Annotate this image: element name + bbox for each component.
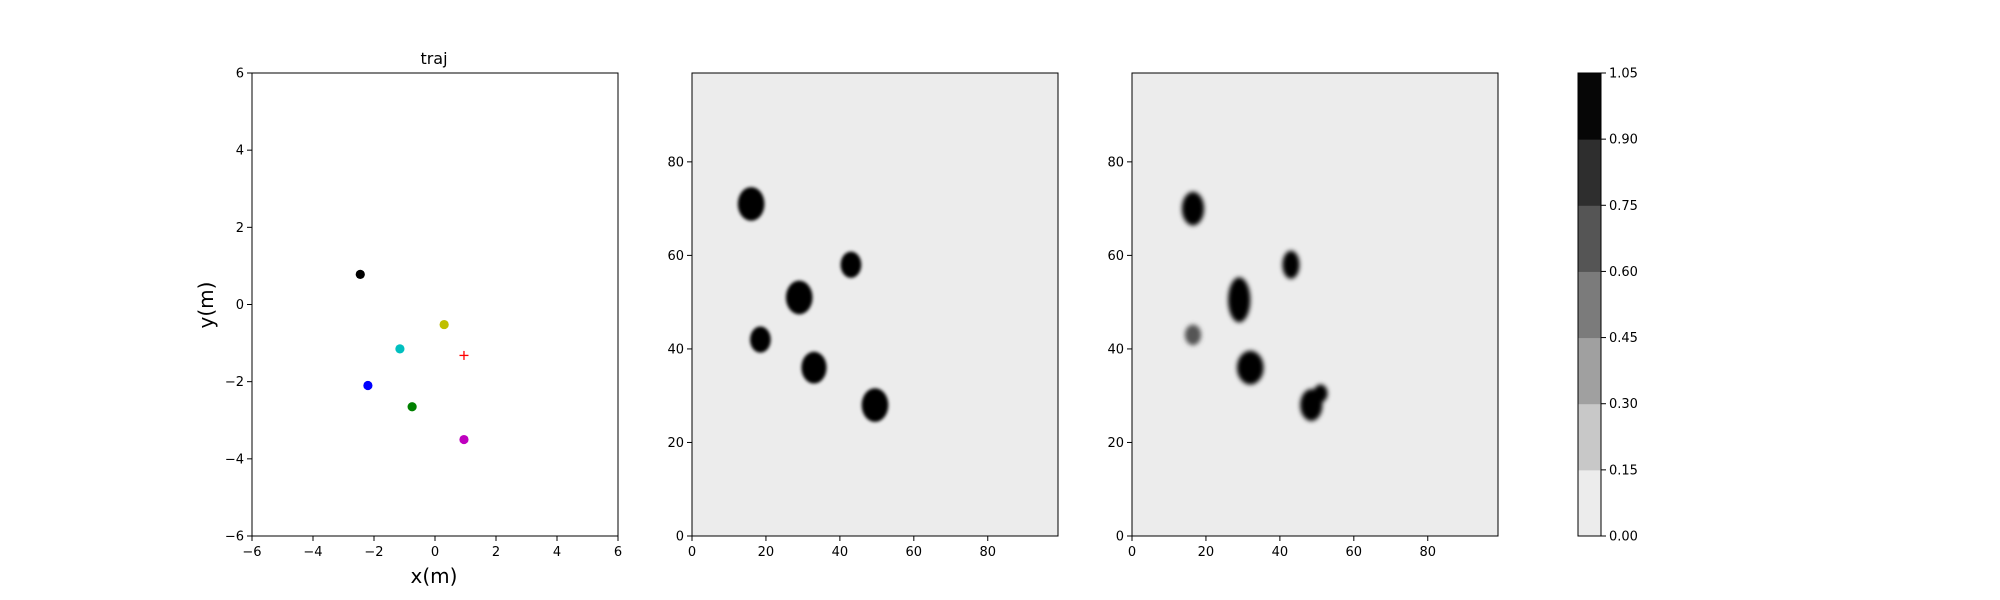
- traj-xtick-label: −6: [242, 545, 261, 560]
- colorbar-tick-label: 0.15: [1609, 463, 1638, 478]
- traj-ytick-label: 6: [236, 67, 244, 82]
- hm1-blob: [861, 388, 889, 422]
- traj-panel: traj −6 −4 −2 0 2 4 6 −6 −4 −2 0 2 4 6 x(m) y(m): [194, 49, 622, 588]
- hm1-ytick-label: 60: [667, 249, 684, 264]
- colorbar-tick-label: 0.45: [1609, 331, 1638, 346]
- traj-ytick-label: 0: [236, 298, 244, 313]
- hm2-ytick-label: 20: [1107, 436, 1124, 451]
- heatmap-panel-2: 0 20 40 60 80 0 20 40 60 80: [1107, 72, 1499, 560]
- traj-ylabel: y(m): [194, 282, 218, 329]
- colorbar-tick-label: 0.00: [1609, 530, 1638, 545]
- colorbar-tick-label: 0.60: [1609, 265, 1638, 280]
- colorbar-tick-label: 0.75: [1609, 199, 1638, 214]
- heatmap-2-plot-area: [1132, 73, 1498, 536]
- hm1-blob: [750, 326, 771, 353]
- traj-ytick-label: −4: [225, 452, 244, 467]
- traj-title: traj: [420, 49, 447, 68]
- traj-xtick-label: −2: [364, 545, 383, 560]
- hm1-blob: [840, 251, 862, 278]
- colorbar-frame: [1577, 72, 1602, 537]
- hm2-ytick-label: 80: [1107, 155, 1124, 170]
- colorbar-tick-label: 1.05: [1609, 67, 1638, 82]
- hm2-blob: [1282, 250, 1300, 279]
- hm1-ytick-label: 80: [667, 155, 684, 170]
- colorbar-band: [1578, 469, 1601, 537]
- hm1-xtick-label: 0: [688, 545, 696, 560]
- colorbar-band: [1578, 205, 1601, 272]
- traj-point: [395, 344, 405, 354]
- traj-point: [459, 434, 469, 445]
- heatmap-panel-1: 0 20 40 60 80 0 20 40 60 80: [667, 72, 1059, 560]
- traj-ytick-label: 4: [236, 144, 244, 159]
- hm1-ytick-label: 20: [667, 436, 684, 451]
- traj-xlabel: x(m): [411, 564, 458, 588]
- hm2-xtick-label: 20: [1198, 545, 1215, 560]
- hm2-blob: [1181, 191, 1205, 226]
- hm1-xtick-label: 40: [832, 545, 849, 560]
- hm1-xtick-label: 20: [758, 545, 775, 560]
- hm1-xtick-label: 80: [979, 545, 996, 560]
- colorbar-band: [1578, 403, 1601, 471]
- colorbar: 0.00 0.15 0.30 0.45 0.60 0.75 0.90 1.05: [1577, 67, 1638, 545]
- traj-ytick-label: −6: [225, 530, 244, 545]
- hm2-ytick-label: 0: [1116, 530, 1124, 545]
- traj-ytick-label: 2: [236, 221, 244, 236]
- colorbar-tick-label: 0.90: [1609, 133, 1638, 148]
- hm2-xtick-label: 40: [1272, 545, 1289, 560]
- hm2-blob: [1228, 277, 1251, 323]
- hm2-ytick-label: 60: [1107, 249, 1124, 264]
- heatmap-2-frame: [1131, 72, 1499, 537]
- traj-point: [363, 380, 373, 391]
- heatmap-1-plot-area: [692, 73, 1058, 536]
- hm2-blob: [1236, 350, 1264, 385]
- colorbar-band: [1578, 73, 1601, 140]
- hm1-ytick-label: 0: [676, 530, 684, 545]
- hm2-xtick-label: 80: [1419, 545, 1436, 560]
- hm2-xtick-label: 60: [1346, 545, 1363, 560]
- traj-xtick-label: 2: [492, 545, 500, 560]
- hm2-blob: [1313, 384, 1328, 403]
- hm1-blob: [785, 280, 813, 315]
- hm2-xtick-label: 0: [1128, 545, 1136, 560]
- traj-point: [407, 402, 417, 412]
- traj-point: [439, 319, 449, 330]
- heatmap-1-frame: [691, 72, 1059, 537]
- hm2-blob: [1184, 324, 1202, 346]
- traj-xtick-label: 0: [431, 545, 439, 560]
- traj-point-plus: [459, 350, 469, 360]
- traj-plot-area: [252, 73, 618, 536]
- colorbar-band: [1578, 271, 1601, 339]
- traj-xtick-label: 6: [614, 545, 622, 560]
- hm2-ytick-label: 40: [1107, 342, 1124, 357]
- traj-point: [355, 269, 365, 280]
- traj-xtick-label: −4: [303, 545, 322, 560]
- colorbar-tick-label: 0.30: [1609, 397, 1638, 412]
- hm1-ytick-label: 40: [667, 342, 684, 357]
- hm1-blob: [737, 187, 765, 221]
- colorbar-band: [1578, 337, 1601, 405]
- hm1-blob: [801, 351, 827, 384]
- colorbar-band: [1578, 139, 1601, 206]
- traj-ytick-label: −2: [225, 375, 244, 390]
- traj-xtick-label: 4: [553, 545, 561, 560]
- hm1-xtick-label: 60: [906, 545, 923, 560]
